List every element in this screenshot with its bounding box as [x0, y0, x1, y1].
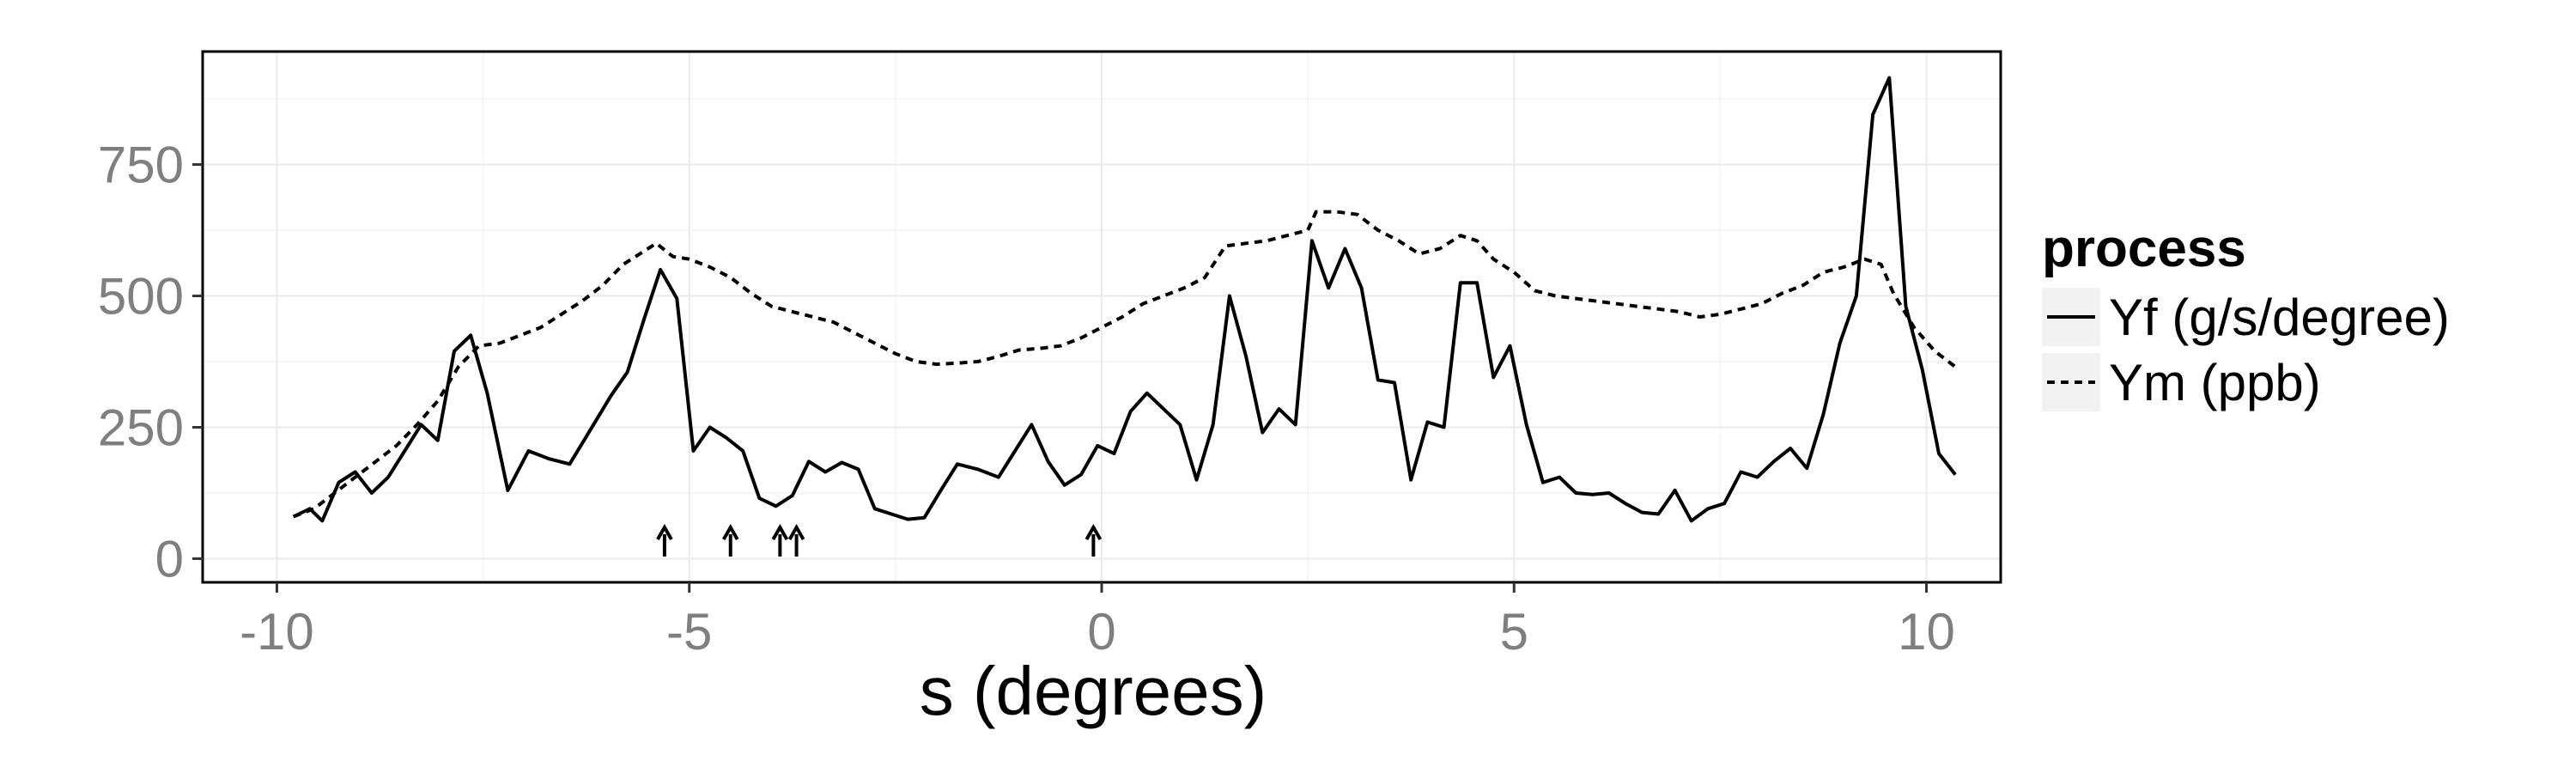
x-tick-label: 10	[1898, 603, 1955, 660]
legend-label: Yf (g/s/degree)	[2109, 289, 2450, 346]
series-line-1	[292, 76, 1957, 523]
y-axis: 0 250 500 750	[98, 137, 203, 587]
legend-entry: Ym (ppb)	[2042, 353, 2321, 411]
x-axis-title: s (degrees)	[920, 653, 1267, 729]
x-axis: -10 -5 0 5 10	[240, 582, 1955, 660]
legend-title: process	[2042, 219, 2246, 278]
x-tick-label: -5	[666, 603, 712, 660]
arrow-marker	[1084, 523, 1103, 557]
series-line-2	[292, 210, 1957, 519]
arrow-marker	[656, 523, 673, 557]
arrow-marker	[787, 523, 805, 557]
legend-entries: Yf (g/s/degree) Ym (ppb)	[2042, 288, 2450, 411]
legend-label: Ym (ppb)	[2109, 354, 2321, 411]
y-tick-label: 750	[98, 137, 184, 194]
x-tick-label: 5	[1500, 603, 1528, 660]
y-tick-label: 250	[98, 399, 184, 456]
arrow-marker	[771, 523, 789, 557]
y-tick-label: 0	[155, 530, 184, 587]
legend: process Yf (g/s/degree) Ym (ppb)	[2042, 219, 2450, 411]
arrow-marker	[722, 523, 739, 557]
x-tick-label: -10	[240, 603, 314, 660]
legend-entry: Yf (g/s/degree)	[2042, 288, 2450, 346]
x-tick-label: 0	[1087, 603, 1115, 660]
plot-panel	[201, 50, 2002, 584]
y-tick-label: 500	[98, 268, 184, 326]
